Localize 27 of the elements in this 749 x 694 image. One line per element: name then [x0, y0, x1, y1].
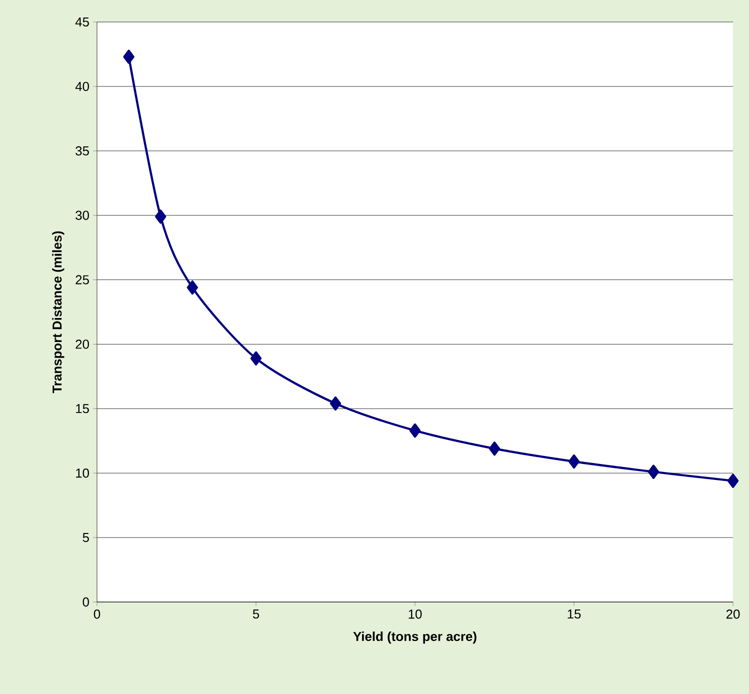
y-tick-label: 45	[75, 17, 89, 27]
y-tick-label: 40	[75, 82, 89, 92]
point	[648, 464, 660, 479]
y-tick-label: 20	[76, 340, 89, 349]
point	[186, 280, 198, 295]
y-tick-label: 0	[82, 597, 89, 607]
x-tick-label: 10	[408, 610, 422, 619]
y-axis-title: Transport Distance (miles)	[52, 231, 64, 394]
x-tick-label: 20	[726, 610, 740, 619]
point	[250, 351, 262, 366]
x-tick-label: 5	[252, 610, 260, 619]
point	[488, 442, 500, 456]
y-tick-label: 10	[76, 468, 89, 478]
y-tick-label: 15	[76, 404, 89, 414]
point	[330, 396, 342, 411]
y-tick-label: 35	[76, 146, 89, 156]
point	[727, 474, 739, 488]
y-tick-label: 30	[76, 210, 89, 220]
y-tick-label: 25	[76, 275, 89, 284]
x-axis-title: Yield (tons per acre)	[353, 632, 476, 644]
y-tick-label: 5	[82, 533, 89, 542]
point	[123, 50, 134, 64]
point	[409, 423, 421, 438]
point	[568, 454, 580, 469]
x-tick-label: 15	[568, 610, 581, 619]
x-tick-label: 0	[94, 610, 100, 619]
point	[155, 210, 166, 224]
